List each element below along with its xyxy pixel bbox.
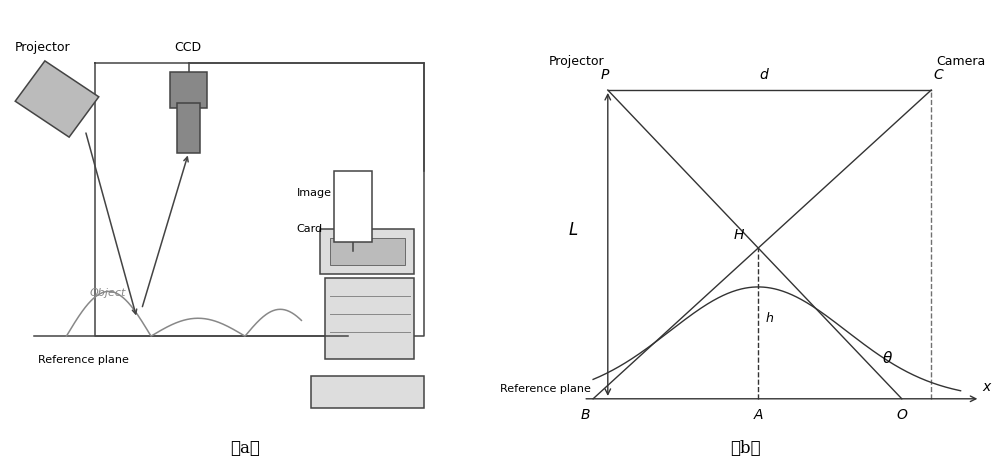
Text: Reference plane: Reference plane xyxy=(500,384,591,394)
FancyBboxPatch shape xyxy=(325,278,414,358)
Text: A: A xyxy=(753,408,763,422)
Text: H: H xyxy=(733,228,744,242)
Text: （a）: （a） xyxy=(230,440,260,457)
Text: Card: Card xyxy=(297,224,323,234)
FancyBboxPatch shape xyxy=(330,238,405,265)
FancyBboxPatch shape xyxy=(334,170,372,242)
Text: Reference plane: Reference plane xyxy=(38,355,129,365)
Text: C: C xyxy=(934,68,943,82)
Text: h: h xyxy=(766,312,773,326)
Text: P: P xyxy=(600,68,609,82)
Text: θ: θ xyxy=(882,351,892,366)
Text: Projector: Projector xyxy=(15,41,70,54)
Text: d: d xyxy=(760,68,768,82)
Polygon shape xyxy=(15,61,99,137)
Text: x: x xyxy=(983,380,991,394)
Text: B: B xyxy=(581,408,590,422)
Text: O: O xyxy=(896,408,907,422)
FancyBboxPatch shape xyxy=(320,229,414,274)
Text: Image: Image xyxy=(297,188,332,198)
Text: Object: Object xyxy=(90,288,126,298)
Text: Camera: Camera xyxy=(936,55,985,69)
FancyBboxPatch shape xyxy=(311,377,424,408)
Text: （b）: （b） xyxy=(730,440,760,457)
Text: CCD: CCD xyxy=(175,41,202,54)
Text: L: L xyxy=(569,221,578,239)
Text: Projector: Projector xyxy=(549,55,605,69)
FancyBboxPatch shape xyxy=(177,103,200,153)
FancyBboxPatch shape xyxy=(170,72,207,108)
